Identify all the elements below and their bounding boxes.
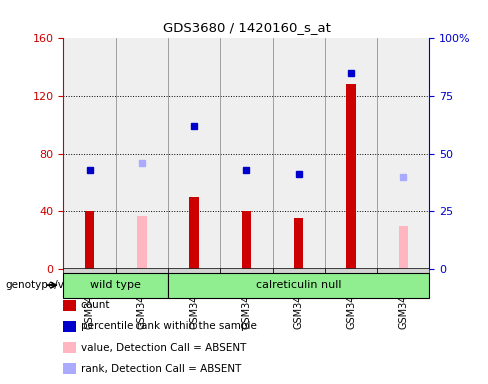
Bar bbox=[116, 38, 168, 269]
Text: count: count bbox=[81, 300, 110, 310]
Bar bbox=[273, 38, 325, 269]
Bar bbox=[399, 226, 408, 269]
Text: rank, Detection Call = ABSENT: rank, Detection Call = ABSENT bbox=[81, 364, 241, 374]
Text: value, Detection Call = ABSENT: value, Detection Call = ABSENT bbox=[81, 343, 246, 353]
Bar bbox=[377, 38, 429, 269]
Bar bbox=[168, 38, 220, 269]
Text: percentile rank within the sample: percentile rank within the sample bbox=[81, 321, 256, 331]
Title: GDS3680 / 1420160_s_at: GDS3680 / 1420160_s_at bbox=[163, 22, 330, 35]
Bar bbox=[346, 84, 356, 269]
Text: genotype/variation: genotype/variation bbox=[5, 280, 104, 290]
Bar bbox=[325, 38, 377, 269]
Text: wild type: wild type bbox=[90, 280, 141, 290]
Bar bbox=[85, 211, 94, 269]
Bar bbox=[220, 38, 273, 269]
Text: calreticulin null: calreticulin null bbox=[256, 280, 342, 290]
Bar bbox=[242, 211, 251, 269]
Bar bbox=[294, 218, 304, 269]
Bar bbox=[189, 197, 199, 269]
Bar bbox=[137, 215, 146, 269]
Bar bbox=[63, 38, 116, 269]
